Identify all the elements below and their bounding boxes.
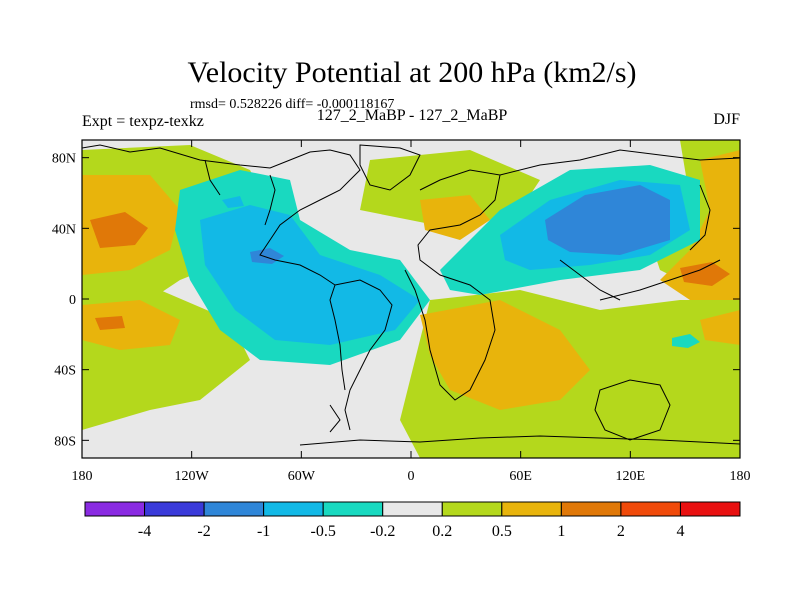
y-tick-label: 80N — [52, 152, 76, 167]
x-tick-label: 120E — [616, 469, 646, 484]
y-axis: 80N 40N 0 40S 80S — [52, 152, 740, 449]
colorbar-swatch — [263, 501, 324, 517]
colorbar-swatch — [382, 501, 443, 517]
contour-positive-1 — [90, 212, 730, 330]
colorbar-level-label: 0.5 — [492, 523, 512, 540]
colorbar-swatch — [84, 501, 146, 517]
colorbar-level-label: 1 — [557, 523, 565, 540]
center-label: 127_2_MaBP - 127_2_MaBP — [317, 107, 508, 124]
continent-outlines — [82, 144, 740, 446]
stats-line: rmsd= 0.528226 diff= -0.000118167 — [190, 97, 394, 112]
chart-title: Velocity Potential at 200 hPa (km2/s) — [187, 56, 636, 89]
colorbar-level-label: 0.2 — [432, 523, 452, 540]
x-axis: 180 120W 60W 0 60E 120E 180 — [72, 140, 751, 484]
x-tick-label: 180 — [72, 469, 93, 484]
x-tick-label: 180 — [730, 469, 751, 484]
left-label: Expt = texpz-texkz — [82, 113, 204, 130]
colorbar-level-label: -2 — [197, 523, 210, 540]
colorbar-swatch — [203, 501, 265, 517]
colorbar-swatch — [560, 501, 622, 517]
colorbar-swatch — [322, 501, 384, 517]
colorbar-level-label: -0.2 — [370, 523, 395, 540]
y-tick-label: 0 — [69, 293, 76, 308]
right-label: DJF — [713, 111, 740, 128]
colorbar: -4 -2 -1 -0.5 -0.2 0.2 0.5 1 2 4 — [84, 501, 741, 540]
colorbar-level-label: 2 — [617, 523, 625, 540]
x-tick-label: 60W — [288, 469, 316, 484]
y-tick-label: 40N — [52, 222, 76, 237]
colorbar-swatch — [620, 501, 681, 517]
x-tick-label: 120W — [175, 469, 210, 484]
colorbar-level-label: -0.5 — [311, 523, 336, 540]
x-tick-label: 0 — [408, 469, 415, 484]
colorbar-swatch — [144, 501, 205, 517]
colorbar-swatch — [501, 501, 562, 517]
contour-negative-1 — [250, 185, 670, 264]
colorbar-swatch — [441, 501, 503, 517]
x-tick-label: 60E — [509, 469, 532, 484]
map-area — [82, 140, 740, 458]
colorbar-level-label: -4 — [138, 523, 151, 540]
colorbar-level-label: 4 — [676, 523, 684, 540]
colorbar-level-label: -1 — [257, 523, 270, 540]
colorbar-swatch — [679, 501, 741, 517]
y-tick-label: 40S — [54, 364, 76, 379]
y-tick-label: 80S — [54, 434, 76, 449]
